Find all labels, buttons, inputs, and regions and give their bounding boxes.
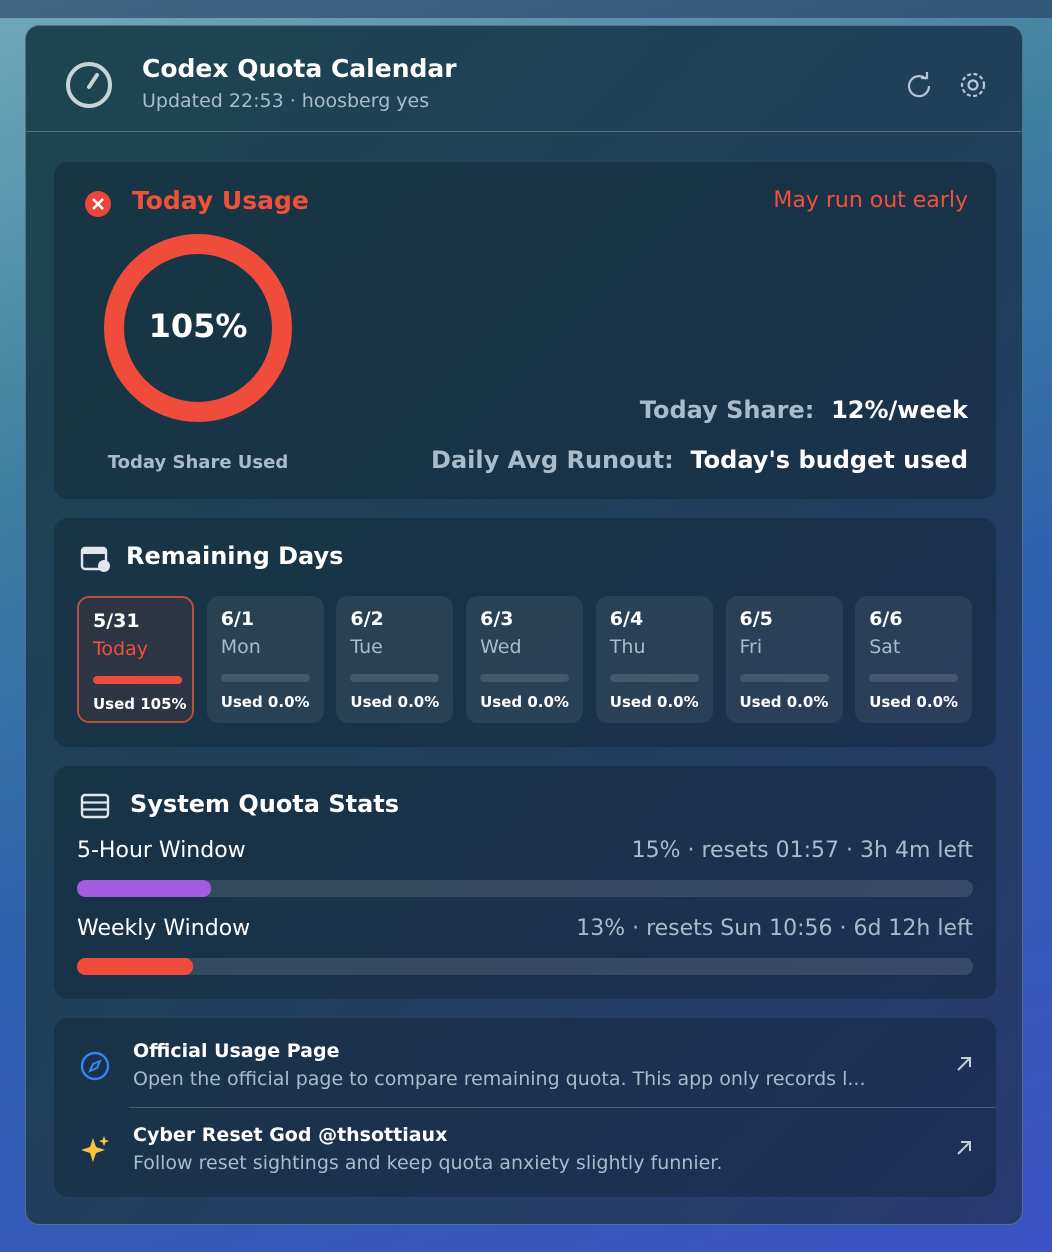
day-card: 6/2 Tue Used 0.0% xyxy=(336,596,454,723)
stats-icon xyxy=(80,793,110,819)
ring-label: 105% xyxy=(148,307,248,345)
ring-progress xyxy=(104,234,292,422)
day-card: 6/6 Sat Used 0.0% xyxy=(855,596,973,723)
today-title: Today Usage xyxy=(132,186,309,215)
link-description: Follow reset sightings and keep quota an… xyxy=(133,1152,723,1174)
ring-caption: Today Share Used xyxy=(107,452,289,473)
link-divider xyxy=(129,1107,996,1108)
window-track xyxy=(77,880,973,897)
link-row[interactable]: Official Usage Page Open the official pag… xyxy=(54,1028,996,1104)
day-name: Mon xyxy=(220,636,261,658)
runout-row: Daily Avg Runout: Today's budget used xyxy=(431,446,968,474)
link-icon xyxy=(80,1051,110,1081)
stats-title: System Quota Stats xyxy=(130,790,400,818)
link-description: Open the official page to compare remain… xyxy=(133,1068,866,1090)
window-track xyxy=(77,958,973,975)
stats-card: System Quota Stats 5-Hour Window 15% · re… xyxy=(54,766,996,999)
day-date: 6/2 xyxy=(350,608,384,630)
day-date: 6/3 xyxy=(480,608,514,630)
day-card: 6/3 Wed Used 0.0% xyxy=(466,596,584,723)
day-date: 5/31 xyxy=(93,610,140,632)
day-name: Wed xyxy=(480,636,522,658)
popover-panel: Codex Quota Calendar Updated 22:53 · hoo… xyxy=(25,25,1023,1225)
status-label: May run out early xyxy=(773,188,968,213)
day-date: 6/1 xyxy=(220,608,255,630)
runout-value: Today's budget used xyxy=(690,446,969,474)
link-title: Cyber Reset God @thsottiaux xyxy=(133,1124,448,1146)
day-name: Thu xyxy=(609,636,646,658)
day-card: 6/1 Mon Used 0.0% xyxy=(206,596,324,723)
settings-button[interactable] xyxy=(957,69,989,101)
window-bar xyxy=(77,958,194,975)
day-used: Used 0.0% xyxy=(350,693,440,711)
day-track xyxy=(739,674,829,682)
day-name: Tue xyxy=(350,636,383,658)
day-used: Used 0.0% xyxy=(739,693,829,711)
link-title: Official Usage Page xyxy=(133,1040,340,1062)
usage-ring xyxy=(104,234,292,422)
runout-label: Daily Avg Runout: xyxy=(431,446,674,474)
day-card: 6/4 Thu Used 0.0% xyxy=(595,596,713,723)
remaining-title: Remaining Days xyxy=(126,542,344,570)
calendar-icon xyxy=(80,546,110,572)
day-date: 6/6 xyxy=(869,608,903,630)
day-used: Used 0.0% xyxy=(609,693,699,711)
day-used: Used 0.0% xyxy=(869,693,959,711)
day-name: Today xyxy=(93,638,148,660)
header-divider xyxy=(26,131,1022,132)
links-card: Official Usage Page Open the official pag… xyxy=(54,1018,996,1197)
today-card: Today Usage May run out early 105% Today… xyxy=(54,162,996,499)
day-date: 6/4 xyxy=(609,608,644,630)
window-name: Weekly Window xyxy=(77,916,251,941)
app-title: Codex Quota Calendar xyxy=(142,54,457,83)
refresh-button[interactable] xyxy=(904,70,934,100)
share-label: Today Share: xyxy=(639,396,815,424)
day-track xyxy=(609,674,699,682)
link-row[interactable]: Cyber Reset God @thsottiaux Follow reset … xyxy=(54,1112,996,1188)
remaining-card: Remaining Days 5/31 Today Used 105% 6/1 Mon U… xyxy=(54,518,996,747)
day-card: 5/31 Today Used 105% xyxy=(77,596,194,723)
day-card: 6/5 Fri Used 0.0% xyxy=(725,596,843,723)
app-icon xyxy=(66,62,112,108)
link-icon xyxy=(81,1136,109,1162)
day-name: Fri xyxy=(739,636,763,658)
day-track xyxy=(350,674,440,682)
share-row: Today Share: 12%/week xyxy=(640,396,968,424)
day-track xyxy=(220,674,310,682)
window-detail: 15% · resets 01:57 · 3h 4m left xyxy=(631,838,973,863)
external-arrow xyxy=(957,1057,971,1071)
day-track xyxy=(93,676,182,684)
day-track xyxy=(869,674,959,682)
day-track xyxy=(480,674,570,682)
day-date: 6/5 xyxy=(739,608,773,630)
day-used: Used 0.0% xyxy=(480,693,569,711)
share-value: 12%/week xyxy=(831,396,968,424)
window-name: 5-Hour Window xyxy=(77,838,246,863)
menu-bar xyxy=(0,0,1052,18)
day-used: Used 105% xyxy=(93,695,187,713)
app-subtitle: Updated 22:53 · hoosberg yes xyxy=(142,90,430,112)
day-used: Used 0.0% xyxy=(220,693,310,711)
alert-icon xyxy=(85,191,111,217)
day-bar xyxy=(93,676,182,684)
window-bar xyxy=(77,880,212,897)
external-arrow xyxy=(957,1141,971,1155)
day-name: Sat xyxy=(869,636,901,658)
window-detail: 13% · resets Sun 10:56 · 6d 12h left xyxy=(576,916,973,941)
